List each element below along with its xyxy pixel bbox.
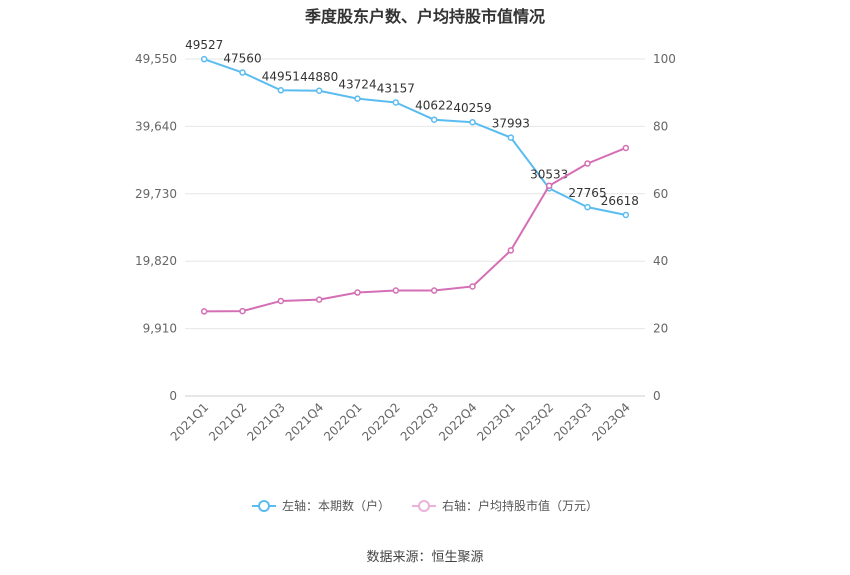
data-point-left — [239, 69, 246, 76]
data-label: 44880 — [300, 70, 338, 84]
data-label: 27765 — [568, 186, 606, 200]
data-point-left — [584, 203, 591, 211]
data-label: 37993 — [492, 117, 530, 131]
left-axis-tick-label: 49,550 — [135, 52, 177, 66]
right-axis-tick-label: 0 — [653, 389, 661, 403]
x-axis-tick-label: 2023Q1 — [474, 400, 518, 444]
data-point-right — [315, 296, 323, 303]
x-axis-tick-label: 2023Q4 — [589, 400, 633, 444]
legend-label-left-series: 左轴：本期数（户） — [281, 499, 390, 513]
x-axis-tick-label: 2021Q3 — [244, 400, 288, 444]
data-label: 40259 — [453, 101, 491, 115]
legend-marker-right-icon — [412, 499, 436, 512]
legend: 左轴：本期数（户） 右轴：户均持股市值（万元） — [0, 497, 850, 514]
data-label: 47560 — [223, 52, 261, 66]
data-point-right — [584, 160, 591, 167]
left-axis: 0 9,910 19,820 29,730 39,640 49,550 — [135, 52, 177, 403]
left-axis-tick-label: 9,910 — [143, 322, 177, 336]
x-axis-tick-label: 2022Q1 — [321, 400, 365, 444]
x-axis-tick-label: 2022Q4 — [436, 400, 480, 444]
series-line-right — [204, 147, 627, 313]
legend-label-right-series: 右轴：户均持股市值（万元） — [442, 499, 599, 513]
data-point-left — [392, 99, 400, 106]
data-label: 40622 — [415, 99, 453, 113]
right-axis: 0 20 40 60 80 100 — [653, 52, 676, 403]
data-point-right — [430, 287, 438, 294]
right-axis-tick-label: 100 — [653, 52, 676, 66]
right-axis-tick-label: 60 — [653, 187, 668, 201]
data-point-right — [545, 182, 553, 189]
data-label: 43724 — [338, 78, 376, 92]
data-label: 26618 — [601, 194, 639, 208]
data-label: 30533 — [530, 167, 568, 181]
data-point-left — [315, 87, 323, 95]
x-axis-tick-label: 2021Q4 — [283, 400, 327, 444]
data-point-right — [239, 307, 246, 315]
grid-lines — [185, 58, 645, 397]
x-axis-tick-label: 2023Q3 — [551, 400, 595, 444]
left-axis-tick-label: 39,640 — [135, 119, 177, 133]
data-point-right — [469, 283, 476, 290]
source-note: 数据来源：恒生聚源 — [366, 550, 484, 565]
legend-item-right-series[interactable]: 右轴：户均持股市值（万元） — [412, 497, 598, 514]
data-point-left — [430, 116, 438, 123]
data-point-right — [277, 297, 285, 305]
data-point-left — [200, 55, 208, 63]
right-axis-tick-label: 80 — [653, 119, 668, 133]
data-label: 44951 — [262, 69, 300, 83]
data-point-left — [622, 211, 630, 219]
left-axis-tick-label: 19,820 — [135, 254, 177, 268]
right-axis-tick-label: 40 — [653, 254, 668, 268]
data-point-right — [392, 287, 400, 294]
legend-marker-left-icon — [251, 499, 276, 512]
x-axis-tick-label: 2021Q1 — [168, 400, 212, 444]
data-point-left — [277, 87, 285, 94]
x-axis: 2021Q12021Q22021Q32021Q42022Q12022Q22022… — [168, 400, 633, 444]
series-line-left — [203, 58, 627, 216]
data-point-right — [507, 247, 515, 254]
x-axis-tick-label: 2023Q2 — [513, 400, 557, 444]
data-point-left — [354, 95, 361, 102]
x-axis-tick-label: 2022Q3 — [398, 400, 442, 444]
data-point-left — [469, 118, 476, 126]
data-label: 43157 — [377, 81, 415, 95]
data-point-right — [200, 308, 208, 315]
x-axis-tick-label: 2022Q2 — [359, 400, 403, 444]
data-point-right — [622, 144, 630, 152]
chart-title: 季度股东户数、户均持股市值情况 — [304, 7, 545, 26]
left-axis-tick-label: 29,730 — [135, 187, 177, 201]
data-label: 49527 — [185, 38, 223, 52]
right-axis-tick-label: 20 — [653, 322, 668, 336]
data-point-left — [507, 134, 515, 141]
legend-item-left-series[interactable]: 左轴：本期数（户） — [251, 497, 390, 514]
x-axis-tick-label: 2021Q2 — [206, 400, 250, 444]
left-axis-tick-label: 0 — [169, 389, 177, 403]
data-point-right — [354, 289, 361, 296]
